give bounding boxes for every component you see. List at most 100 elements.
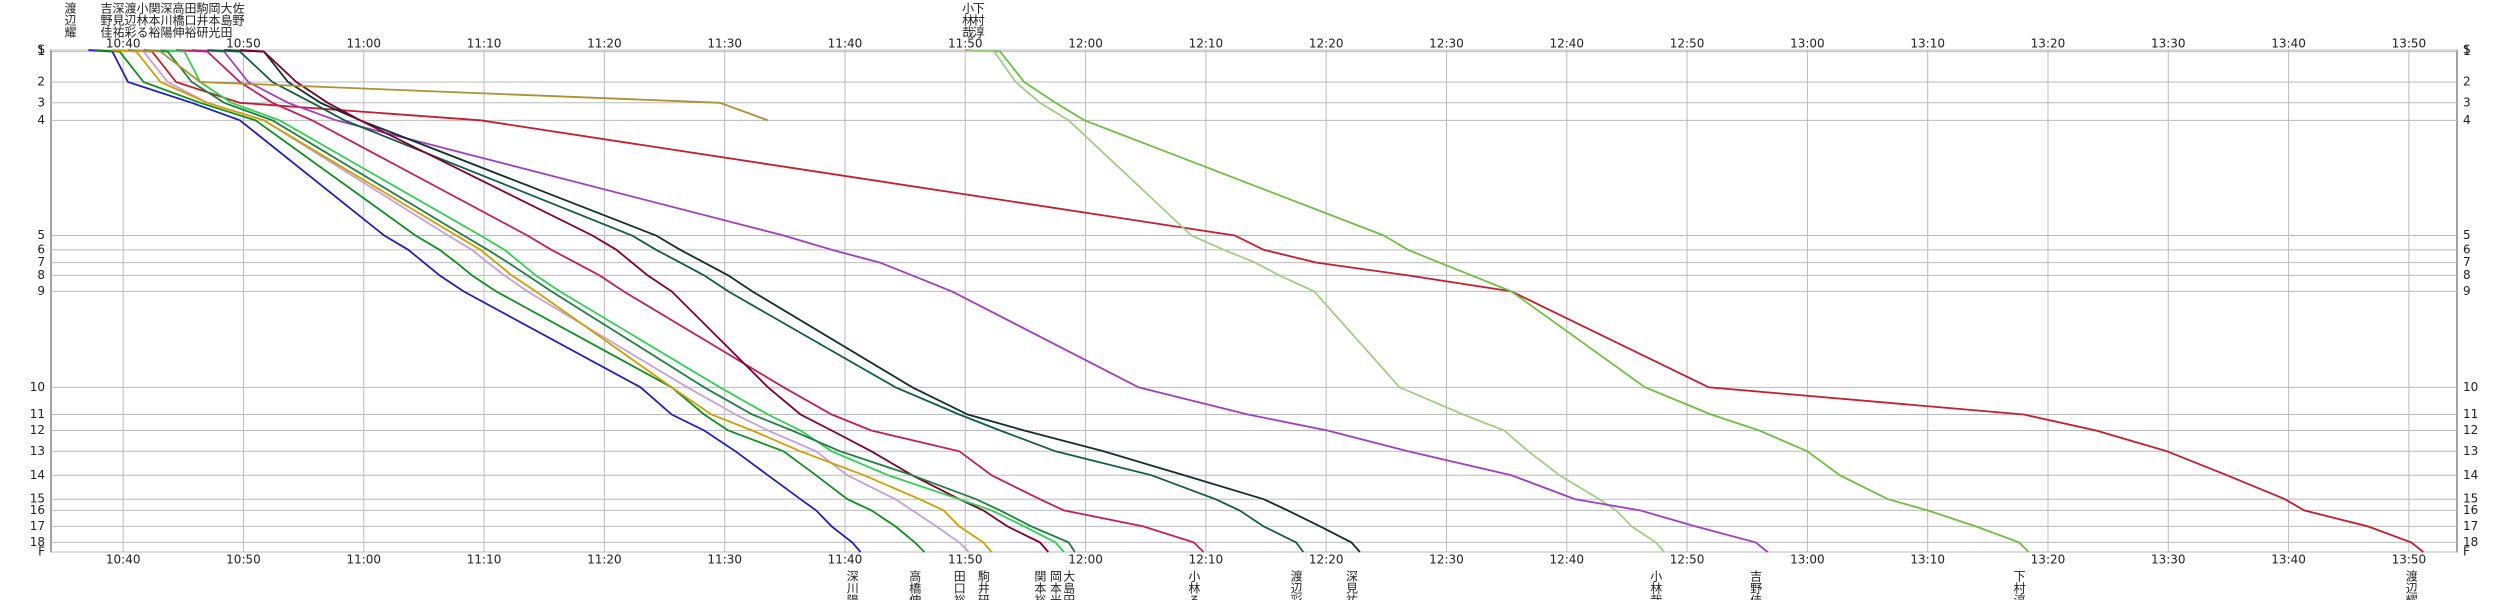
x-tick-label: 11:10 xyxy=(467,37,502,51)
runner-name: 下村淳 xyxy=(2012,570,2026,600)
y-tick-label: 18 xyxy=(2463,535,2478,549)
x-tick-label: 11:00 xyxy=(346,37,381,51)
plot-frame xyxy=(50,49,2458,553)
runner-name: 大島田 xyxy=(1062,570,1076,600)
x-tick-label: 13:00 xyxy=(1790,37,1825,51)
runner-line xyxy=(224,49,1361,553)
runner-name: 小林哉 xyxy=(961,2,975,38)
x-tick-label: 13:20 xyxy=(2031,553,2066,567)
y-tick-label: F xyxy=(38,545,45,559)
x-tick-label: 10:40 xyxy=(106,37,141,51)
x-tick-label: 11:50 xyxy=(948,553,983,567)
x-tick-label: 11:10 xyxy=(467,553,502,567)
runner-line xyxy=(112,49,993,553)
y-tick-label: 2 xyxy=(2463,74,2471,88)
y-tick-label: 16 xyxy=(2463,503,2478,517)
x-tick-label: 12:20 xyxy=(1309,553,1344,567)
y-tick-label: 7 xyxy=(2463,255,2471,269)
y-tick-label: 15 xyxy=(2463,492,2478,506)
x-tick-label: 12:50 xyxy=(1670,553,1705,567)
x-tick-label: 10:40 xyxy=(106,553,141,567)
y-tick-label: 17 xyxy=(2463,519,2478,533)
runner-name: 駒井研 xyxy=(195,2,209,38)
y-tick-label: 9 xyxy=(2463,284,2471,298)
x-tick-label: 12:30 xyxy=(1429,553,1464,567)
y-tick-label: 8 xyxy=(2463,268,2471,282)
y-tick-label: 5 xyxy=(2463,228,2471,242)
y-tick-label: 11 xyxy=(30,407,45,421)
runner-name: 小林る xyxy=(1187,570,1201,600)
y-tick-label: F xyxy=(2463,545,2470,559)
x-tick-label: 12:20 xyxy=(1309,37,1344,51)
runner-line xyxy=(191,49,1769,553)
y-tick-label: 10 xyxy=(30,380,45,394)
runner-name: 深川陽 xyxy=(159,2,173,39)
runner-line xyxy=(143,49,1076,553)
x-tick-label: 11:30 xyxy=(707,37,742,51)
runner-name: 高橋伸 xyxy=(171,1,185,38)
runner-name: 駒井研 xyxy=(976,570,990,600)
x-tick-label: 10:50 xyxy=(226,553,261,567)
runner-line xyxy=(88,49,862,553)
x-tick-label: 12:40 xyxy=(1549,553,1584,567)
x-tick-label: 12:10 xyxy=(1189,37,1224,51)
runner-line xyxy=(127,49,769,122)
y-tick-label: 14 xyxy=(2463,468,2478,482)
y-tick-label: 6 xyxy=(37,242,45,256)
x-tick-label: 13:50 xyxy=(2392,37,2427,51)
runner-name: 小林る xyxy=(135,2,149,38)
y-tick-label: 11 xyxy=(2463,407,2478,421)
x-tick-label: 11:20 xyxy=(587,37,622,51)
y-tick-label: S xyxy=(37,43,45,57)
runner-name: 大島田 xyxy=(219,2,233,38)
y-tick-label: 18 xyxy=(30,535,45,549)
y-tick-label: 10 xyxy=(2463,380,2478,394)
x-tick-label: 12:30 xyxy=(1429,37,1464,51)
y-tick-label: 6 xyxy=(2463,242,2471,256)
runner-name: 渡辺彩 xyxy=(123,1,137,38)
y-tick-label: 9 xyxy=(37,284,45,298)
runner-name: 田口裕 xyxy=(183,2,197,39)
x-tick-label: 11:00 xyxy=(346,553,381,567)
x-tick-label: 12:50 xyxy=(1670,37,1705,51)
x-tick-label: 13:40 xyxy=(2271,553,2306,567)
x-tick-label: 13:40 xyxy=(2271,37,2306,51)
runner-name: 関本裕 xyxy=(1033,570,1047,600)
runner-name: 深見祐 xyxy=(1344,570,1358,600)
runner-name: 田口裕 xyxy=(952,570,966,600)
runner-line xyxy=(176,49,1205,553)
runner-line xyxy=(965,49,2030,553)
runner-name: 吉野佳 xyxy=(99,2,113,38)
runner-name: 深見祐 xyxy=(111,2,125,38)
runner-name: 小林哉 xyxy=(1649,570,1663,600)
y-tick-label: 14 xyxy=(30,468,45,482)
x-tick-label: 12:40 xyxy=(1549,37,1584,51)
x-tick-label: 11:20 xyxy=(587,553,622,567)
y-tick-label: 17 xyxy=(30,519,45,533)
runner-name: 岡本光 xyxy=(207,2,221,38)
y-tick-label: 4 xyxy=(2463,113,2471,127)
y-tick-label: 12 xyxy=(2463,423,2478,437)
runner-name: 高橋伸 xyxy=(908,569,922,600)
runner-name: 岡本光 xyxy=(1049,570,1063,600)
runner-name: 吉野佳 xyxy=(1749,570,1763,600)
runner-name: 渡辺耀 xyxy=(63,1,77,39)
runner-name: 下村淳 xyxy=(971,2,985,38)
y-tick-label: 5 xyxy=(37,228,45,242)
y-tick-label: 4 xyxy=(37,113,45,127)
x-tick-label: 11:40 xyxy=(828,553,863,567)
x-tick-label: 11:40 xyxy=(828,37,863,51)
y-tick-label: 2 xyxy=(37,74,45,88)
y-tick-label: S xyxy=(2463,43,2471,57)
x-tick-label: 13:10 xyxy=(1910,37,1945,51)
y-tick-label: 3 xyxy=(37,95,45,109)
x-tick-label: 13:10 xyxy=(1910,553,1945,567)
runner-name: 渡辺彩 xyxy=(1289,569,1303,600)
runner-name: 深川陽 xyxy=(845,570,859,600)
y-tick-label: 16 xyxy=(30,503,45,517)
y-tick-label: 12 xyxy=(30,423,45,437)
x-tick-label: 13:00 xyxy=(1790,553,1825,567)
runner-name: 渡辺耀 xyxy=(2404,569,2418,600)
x-tick-label: 12:10 xyxy=(1189,553,1224,567)
